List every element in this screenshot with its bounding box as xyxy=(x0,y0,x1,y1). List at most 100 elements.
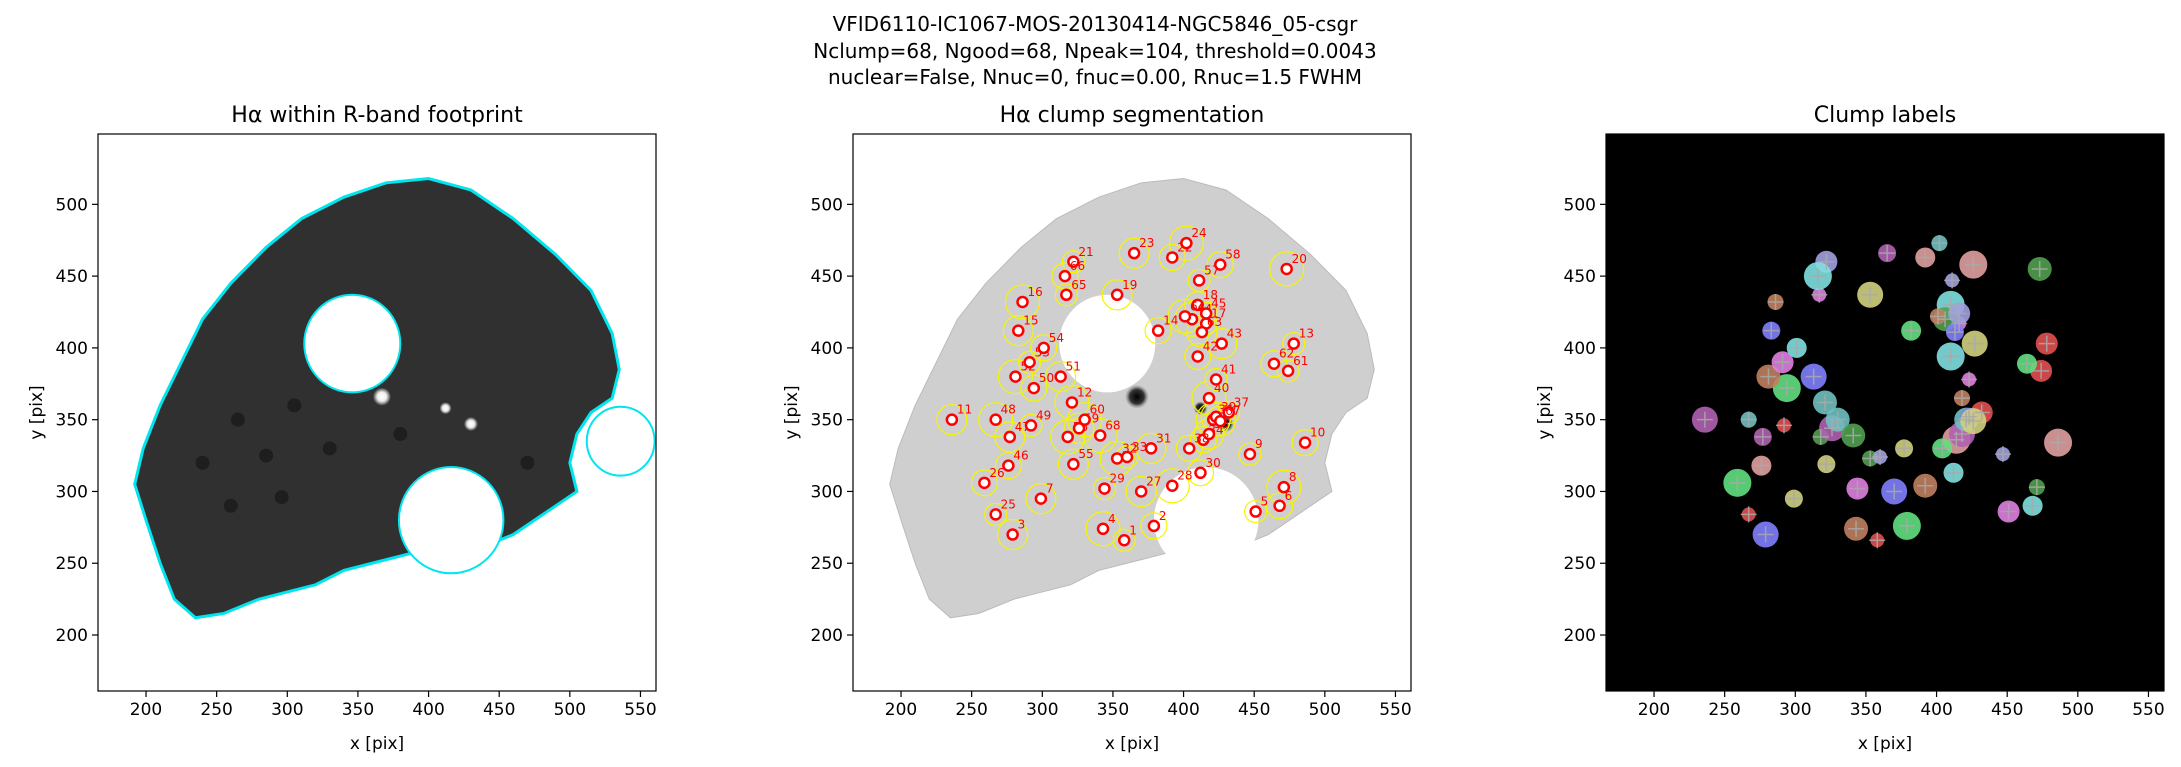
clump-marker xyxy=(1214,414,1227,428)
clump-contour xyxy=(1019,413,1043,438)
clump-label: 19 xyxy=(1122,278,1137,292)
clump-contour xyxy=(1154,468,1190,504)
clump-marker xyxy=(1298,436,1312,449)
x-tick-label: 200 xyxy=(1638,700,1670,720)
clump-marker xyxy=(1215,337,1228,350)
x-tick-label: 450 xyxy=(483,700,515,720)
clump-contour xyxy=(1282,331,1306,356)
clump-marker xyxy=(1009,370,1022,383)
x-tick-label: 250 xyxy=(955,700,987,720)
y-tick-label: 400 xyxy=(811,339,843,359)
clump-marker xyxy=(1078,413,1091,426)
axes-frame xyxy=(852,133,1412,692)
clump-label: 9 xyxy=(1255,437,1263,451)
clump-contour xyxy=(1144,317,1172,345)
clump-center xyxy=(1973,404,1990,421)
x-tick-label: 400 xyxy=(412,700,444,720)
clump-marker xyxy=(1003,430,1017,444)
clump-contour xyxy=(1099,440,1135,477)
x-tick-label: 250 xyxy=(200,700,232,720)
clump-center xyxy=(2050,434,2067,451)
y-tick-label: 450 xyxy=(811,267,843,287)
clump-contour xyxy=(1260,350,1288,378)
clump-contour xyxy=(1025,483,1057,515)
clump-center xyxy=(2024,497,2041,514)
y-tick-label: 300 xyxy=(1564,482,1596,502)
clump-center xyxy=(1785,490,1802,507)
clump-label: 33 xyxy=(1132,440,1147,454)
clump-marker xyxy=(1195,325,1209,339)
y-axis-label: y [pix] xyxy=(27,385,47,439)
clump-marker xyxy=(1222,406,1236,419)
clump-label: 17 xyxy=(1211,306,1226,320)
x-tick-label: 300 xyxy=(1026,700,1058,720)
clump-marker xyxy=(1191,298,1204,312)
clump-label: 15 xyxy=(1023,314,1038,328)
clump-center xyxy=(1696,411,1713,428)
clump-marker xyxy=(989,413,1002,426)
dark-spot xyxy=(195,455,210,470)
y-tick-label: 250 xyxy=(56,554,88,574)
clump-marker xyxy=(1199,307,1213,320)
clump-contour xyxy=(1118,237,1150,269)
clump-contour xyxy=(1061,250,1085,274)
clump-marker xyxy=(1178,310,1192,323)
clump-marker xyxy=(1191,350,1204,363)
clump-marker xyxy=(1027,381,1041,395)
clump-center xyxy=(1824,420,1841,437)
clump-marker xyxy=(1110,452,1124,465)
clump-center xyxy=(1937,311,1954,328)
clump-label: 2 xyxy=(1159,509,1167,523)
clump-marker xyxy=(1277,480,1291,494)
clump-label: 31 xyxy=(1156,431,1171,445)
dark-spot xyxy=(322,441,337,456)
x-tick-label: 300 xyxy=(1779,700,1811,720)
clump-label: 16 xyxy=(1028,285,1043,299)
clump-label: 61 xyxy=(1293,354,1308,368)
panel: 200 250 300 350 400 450 500 550 200 250 300 350 400 4… xyxy=(27,103,657,754)
clump-center xyxy=(1942,348,1959,365)
clump-contour xyxy=(1020,374,1048,402)
axes-frame xyxy=(97,133,657,692)
clump-contour xyxy=(1266,492,1294,520)
x-tick-label: 200 xyxy=(885,700,917,720)
clump-label: 39 xyxy=(1221,400,1236,414)
panel-title: Clump labels xyxy=(1814,103,1956,128)
clump-marker xyxy=(1037,341,1050,355)
clump-center xyxy=(1965,413,1982,430)
clump-label: 20 xyxy=(1292,252,1307,266)
clump-label: 58 xyxy=(1225,248,1240,262)
clump-label: 27 xyxy=(1146,474,1161,488)
clump-label: 21 xyxy=(1078,245,1093,259)
clump-marker xyxy=(1166,479,1179,492)
clump-label: 46 xyxy=(1013,449,1028,463)
clump-marker xyxy=(1006,528,1019,541)
clump-label: 7 xyxy=(1046,482,1054,496)
clump-contour xyxy=(1238,442,1262,466)
clump-center xyxy=(1953,426,1970,443)
clump-center xyxy=(1774,354,1791,371)
clump-label: 14 xyxy=(1163,314,1178,328)
clump-label: 25 xyxy=(1001,497,1016,511)
clump-center xyxy=(1942,296,1959,313)
y-tick-label: 200 xyxy=(811,626,843,646)
clump-marker xyxy=(1147,519,1161,533)
clump-label: 41 xyxy=(1221,362,1236,376)
clump-center xyxy=(2018,355,2035,372)
clump-contour xyxy=(1082,417,1118,454)
clump-marker xyxy=(1067,255,1080,269)
clump-center xyxy=(1767,293,1784,310)
clump-marker xyxy=(1093,429,1107,442)
clump-center xyxy=(2028,479,2045,496)
y-tick-label: 300 xyxy=(56,482,88,502)
clump-contour xyxy=(1030,334,1058,362)
y-tick-label: 250 xyxy=(1564,554,1596,574)
clump-marker xyxy=(1098,482,1111,495)
clump-marker xyxy=(1144,442,1158,455)
clump-marker xyxy=(1127,246,1141,260)
y-tick-label: 450 xyxy=(56,267,88,287)
clump-center xyxy=(1917,477,1934,494)
clump-center xyxy=(1862,286,1879,303)
clump-label: 50 xyxy=(1039,371,1054,385)
clump-marker xyxy=(1065,396,1079,409)
